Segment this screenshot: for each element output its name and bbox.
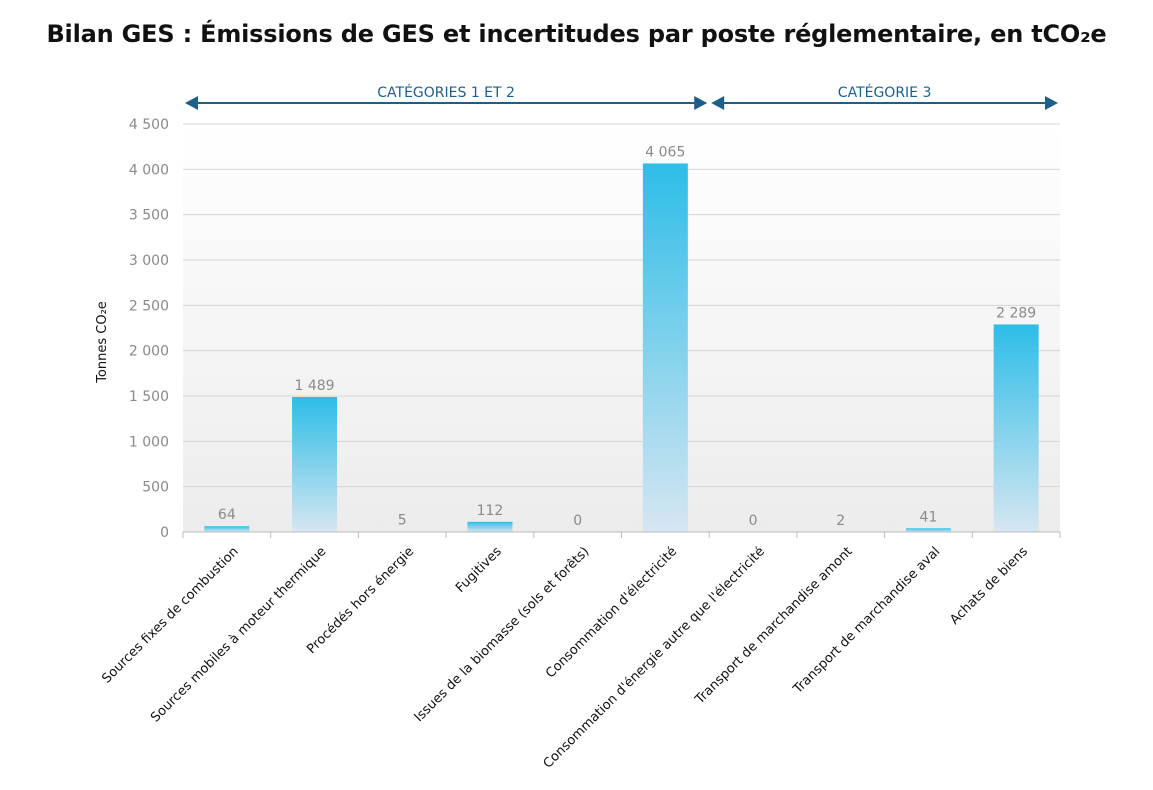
data-label: 4 065 (645, 144, 685, 160)
data-label: 5 (398, 513, 407, 529)
group-label: CATÉGORIE 3 (838, 84, 932, 101)
bar (467, 521, 513, 532)
data-label: 112 (477, 503, 504, 519)
y-tick-label: 2 500 (129, 298, 169, 314)
x-tick-label: Transport de marchandise aval (790, 544, 943, 697)
y-tick-label: 3 500 (129, 208, 169, 224)
x-tick-label: Sources mobiles à moteur thermique (148, 544, 329, 725)
chart-title: Bilan GES : Émissions de GES et incertit… (46, 20, 1107, 48)
group-arrow-head-right (1045, 96, 1058, 110)
y-tick-label: 4 000 (129, 162, 169, 178)
x-tick-label: Achats de biens (947, 544, 1031, 628)
y-tick-label: 3 000 (129, 253, 169, 269)
data-label: 2 (836, 513, 845, 529)
x-tick-label: Fugitives (453, 544, 505, 596)
bar (204, 526, 250, 532)
x-tick-label: Issues de la biomasse (sols et forêts) (412, 544, 593, 725)
y-tick-label: 1 500 (129, 389, 169, 405)
x-tick-label: Transport de marchandise amont (692, 544, 856, 708)
y-tick-label: 2 000 (129, 344, 169, 360)
data-label: 41 (920, 509, 938, 525)
group-label: CATÉGORIES 1 ET 2 (377, 84, 515, 101)
bar (642, 163, 688, 532)
data-label: 1 489 (295, 378, 335, 394)
y-tick-label: 500 (142, 480, 169, 496)
y-tick-label: 1 000 (129, 434, 169, 450)
data-label: 0 (573, 513, 582, 529)
y-axis-title: Tonnes CO₂e (95, 301, 110, 384)
x-tick-label: Sources fixes de combustion (99, 544, 241, 686)
data-label: 0 (749, 513, 758, 529)
group-arrow-head-right (694, 96, 708, 110)
bar (292, 396, 338, 532)
group-arrow-head-left (185, 96, 198, 110)
y-tick-label: 0 (160, 525, 169, 541)
group-arrow-head-left (711, 96, 725, 110)
bar (905, 528, 951, 532)
bar (993, 324, 1039, 532)
y-tick-label: 4 500 (129, 117, 169, 133)
data-label: 64 (218, 507, 236, 523)
data-label: 2 289 (996, 305, 1036, 321)
